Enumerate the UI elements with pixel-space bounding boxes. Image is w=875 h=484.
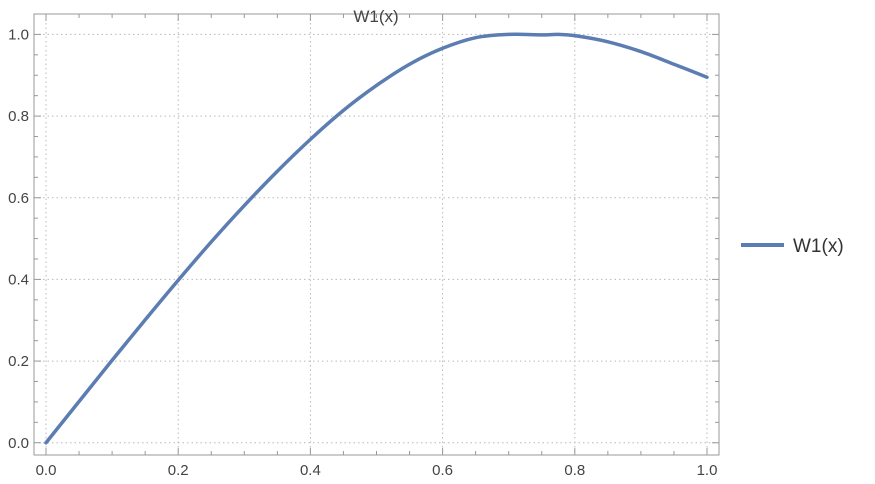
x-tick-label: 0.4 [300, 462, 321, 479]
x-tick-label: 0.2 [168, 462, 189, 479]
x-tick-label: 0.0 [36, 462, 57, 479]
x-tick-label: 1.0 [697, 462, 718, 479]
series-line-w1 [44, 32, 709, 445]
chart-title: W1(x) [353, 7, 398, 26]
plot-frame [33, 13, 720, 456]
legend-label: W1(x) [793, 236, 844, 257]
y-axis-tick-labels: 0.0 0.2 0.4 0.6 0.8 1.0 [8, 26, 29, 451]
y-tick-label: 0.8 [8, 108, 29, 125]
x-tick-label: 0.8 [564, 462, 585, 479]
x-tick-label: 0.6 [432, 462, 453, 479]
legend: W1(x) [741, 236, 844, 257]
series-group [44, 32, 709, 445]
grid-lines [34, 14, 719, 455]
axis-ticks [34, 14, 719, 455]
y-tick-label: 0.0 [8, 435, 29, 452]
y-tick-label: 0.2 [8, 353, 29, 370]
y-tick-label: 0.4 [8, 271, 29, 288]
y-tick-label: 0.6 [8, 190, 29, 207]
x-axis-tick-labels: 0.0 0.2 0.4 0.6 0.8 1.0 [36, 462, 718, 479]
y-tick-label: 1.0 [8, 26, 29, 43]
